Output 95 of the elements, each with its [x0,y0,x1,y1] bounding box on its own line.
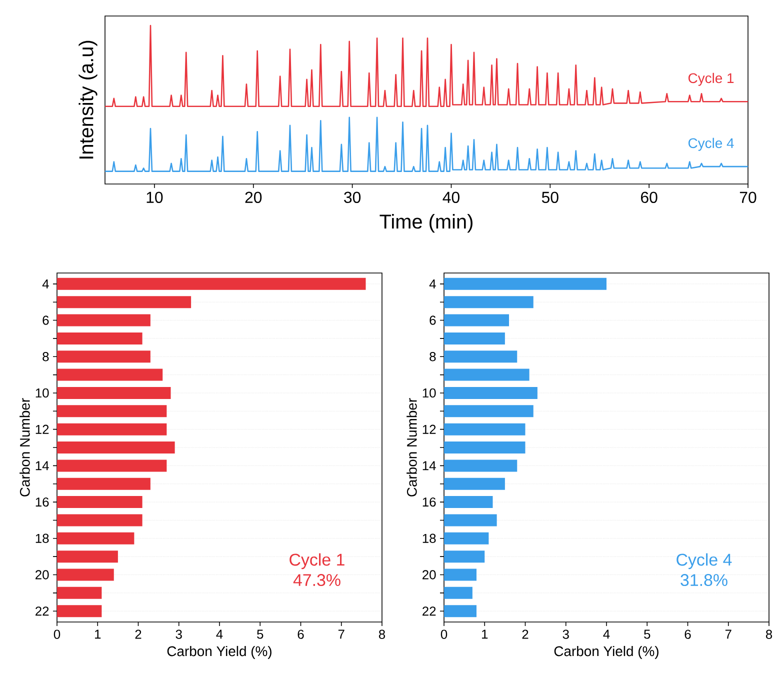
y-tick-label: 6 [42,316,49,325]
x-tick-label: 5 [644,630,650,639]
y-tick-label: 18 [422,534,436,543]
y-tick-label: 14 [36,461,49,470]
bar [57,605,102,618]
x-tick-label: 30 [344,192,361,204]
y-tick-label: 22 [422,606,436,616]
bar [57,332,142,344]
x-axis-title: Time (min) [380,214,472,233]
x-tick-label: 2 [522,630,528,639]
bar [57,386,171,399]
y-tick-label: 10 [36,388,49,398]
bar [444,568,477,581]
x-tick-label: 0 [440,630,448,639]
y-axis-title: Intensity (a.u) [78,40,98,159]
x-tick-label: 50 [542,192,558,204]
bar [444,605,477,618]
x-tick-label: 5 [257,630,264,639]
bar [57,514,142,526]
annotation: Cycle 4 [676,553,732,570]
y-axis-title: Carbon Number [20,398,30,496]
bar [444,478,505,490]
y-tick-label: 4 [429,279,436,288]
bar [444,332,505,344]
y-tick-label: 12 [36,424,49,434]
bar [444,296,534,308]
y-tick-label: 14 [422,461,436,470]
bar [444,496,493,508]
bar [57,496,142,508]
series-label: Cycle 4 [688,138,734,151]
bar [57,405,167,418]
bar [57,478,150,490]
bar [444,405,534,418]
x-tick-label: 3 [562,630,569,639]
x-tick-label: 2 [135,630,142,639]
y-tick-label: 20 [36,570,49,580]
bar [444,550,485,563]
x-tick-label: 40 [442,192,460,204]
bar [444,460,518,472]
bar [57,532,134,544]
x-axis-title: Carbon Yield (%) [167,646,272,659]
bar [57,368,163,381]
x-tick-label: 4 [216,630,223,639]
y-tick-label: 8 [42,352,49,362]
bar [444,368,530,381]
x-tick-label: 1 [95,630,101,639]
y-axis-title: Carbon Number [406,398,417,496]
bar [444,514,497,526]
bar [57,568,114,581]
y-tick-label: 16 [36,497,49,507]
y-tick-label: 10 [422,388,436,398]
bar [57,442,175,454]
bar [444,423,526,436]
bar [57,460,167,472]
x-tick-label: 7 [725,630,732,639]
bar [444,278,607,290]
x-tick-label: 0 [54,630,60,639]
bar [57,314,150,326]
y-tick-label: 12 [422,424,436,434]
x-tick-label: 70 [740,192,756,204]
x-axis-title: Carbon Yield (%) [554,646,658,659]
annotation: Cycle 1 [290,553,344,570]
x-tick-label: 10 [146,192,163,204]
x-tick-label: 6 [298,630,304,639]
annotation: 47.3% [293,574,340,586]
y-tick-label: 4 [42,279,49,288]
x-tick-label: 60 [641,192,658,204]
bar [57,550,118,563]
x-tick-label: 1 [482,630,488,639]
y-tick-label: 22 [36,606,49,616]
bar [444,586,472,599]
x-tick-label: 8 [378,630,386,639]
annotation: 31.8% [680,574,728,586]
bar [444,350,518,363]
bar [57,278,366,290]
y-tick-label: 6 [430,316,436,325]
x-tick-label: 3 [176,630,182,639]
x-tick-label: 20 [245,192,262,204]
x-tick-label: 8 [766,630,772,639]
bar [57,586,102,599]
bar [57,296,192,308]
y-tick-label: 16 [422,497,436,507]
bar [444,442,526,454]
y-tick-label: 8 [430,352,436,362]
x-tick-label: 7 [338,630,344,639]
series-label: Cycle 1 [688,72,734,86]
x-tick-label: 4 [603,630,610,639]
bar [57,350,150,363]
y-tick-label: 18 [36,534,49,543]
bar [444,532,489,544]
x-tick-label: 6 [684,630,691,639]
bar [57,423,167,436]
bar [444,386,538,399]
y-tick-label: 20 [422,570,436,580]
bar [444,314,510,326]
